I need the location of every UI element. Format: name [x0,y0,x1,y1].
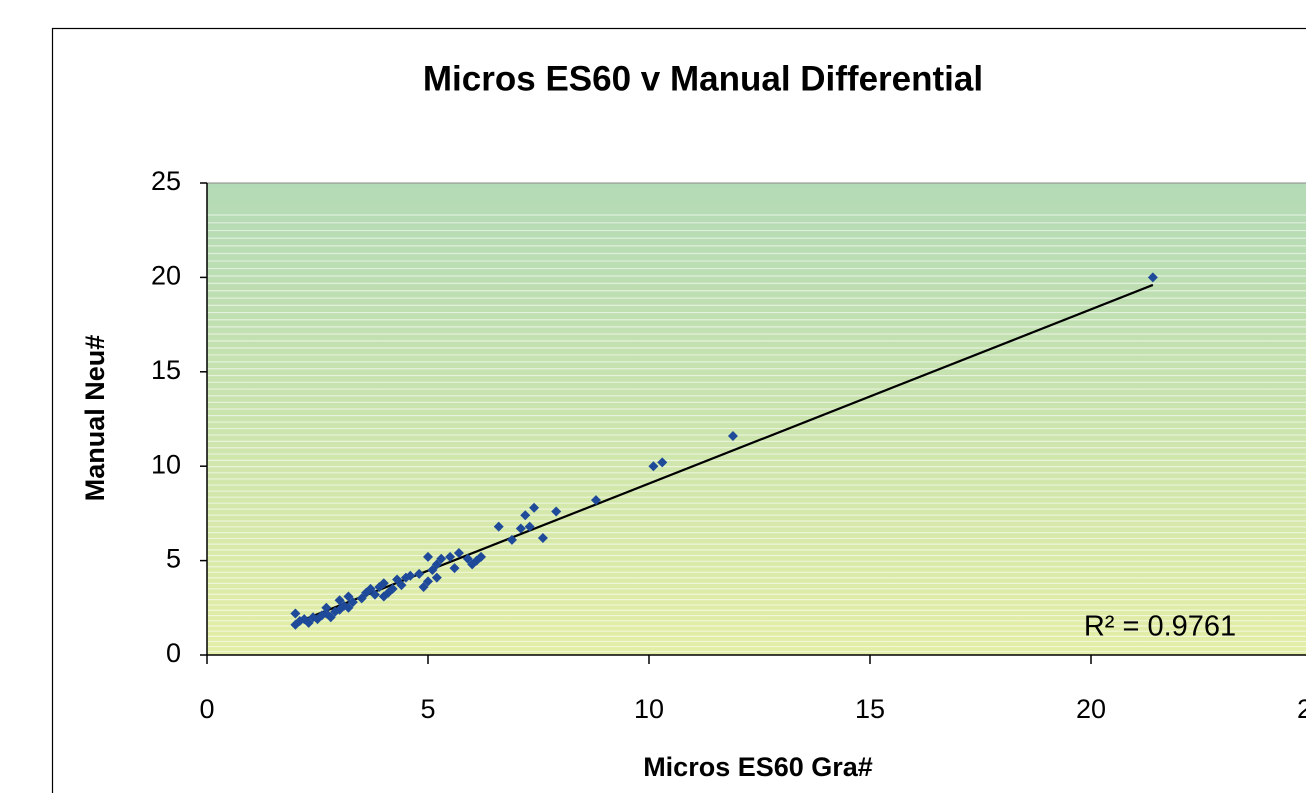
data-point [657,457,668,468]
data-point [449,563,460,574]
data-point [453,548,464,559]
data-point [414,568,425,579]
data-point [290,608,301,619]
data-point [334,595,345,606]
data-point [524,521,535,532]
data-point [321,602,332,613]
data-point [431,572,442,583]
data-point [590,495,601,506]
data-point [529,502,540,513]
x-tick-label: 20 [1076,694,1106,724]
data-point [436,553,447,564]
x-axis-title: Micros ES60 Gra# [643,752,873,782]
data-point [378,578,389,589]
data-point [431,559,442,570]
y-tick-label: 15 [151,355,181,385]
r-squared-annotation: R² = 0.9761 [1084,611,1236,643]
x-tick-label: 25 [1297,694,1306,724]
x-tick-label: 10 [634,694,664,724]
data-point [387,583,398,594]
chart-title: Micros ES60 v Manual Differential [423,59,983,98]
data-point [303,617,314,628]
x-tick-label: 5 [420,694,435,724]
data-point [445,551,456,562]
data-point [1147,272,1158,283]
data-point [423,551,433,562]
data-point [392,574,403,585]
data-point [462,553,473,564]
data-point [493,521,504,532]
y-axis-title: Manual Neu# [80,335,110,502]
data-point [506,534,517,545]
data-point [405,570,416,581]
y-tick-label: 20 [151,261,181,291]
data-point [727,430,738,441]
data-point [515,523,526,534]
data-point [427,565,438,576]
plot-background [207,183,1306,655]
data-point [343,602,354,613]
data-point [418,582,429,593]
y-tick-label: 5 [166,544,181,574]
data-point [343,591,354,602]
data-point [356,593,367,604]
data-point [551,506,562,517]
x-tick-label: 0 [199,694,214,724]
data-point [423,576,433,587]
data-point [369,589,380,600]
data-point [520,510,531,521]
data-point [325,612,336,623]
data-point [537,532,548,543]
data-point [396,580,407,591]
x-tick-label: 15 [855,694,885,724]
data-point [347,597,358,608]
data-point [365,583,376,594]
y-tick-label: 10 [151,449,181,479]
y-tick-label: 25 [151,166,181,196]
y-tick-label: 0 [166,638,181,668]
data-point [648,461,659,472]
data-point [476,551,487,562]
